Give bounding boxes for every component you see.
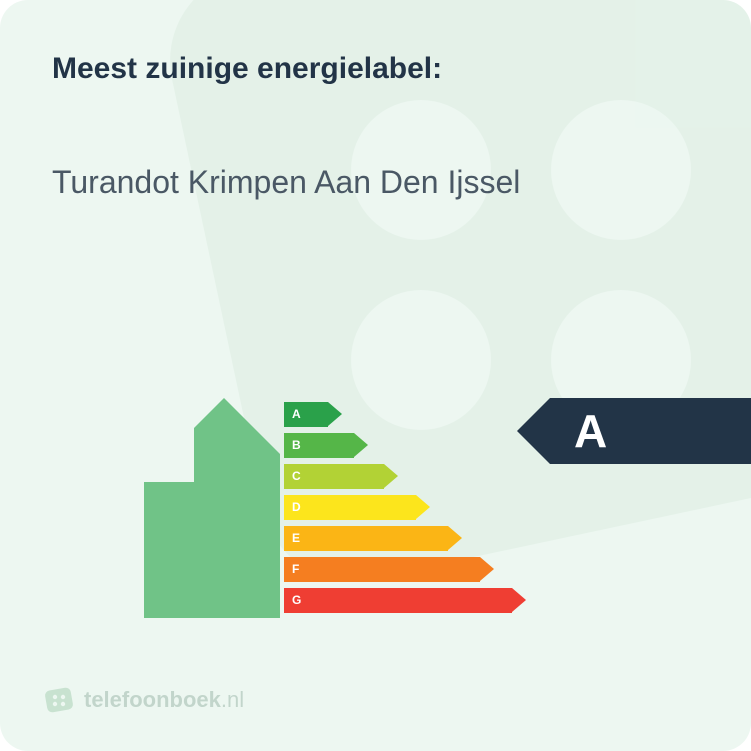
energy-bar-body — [284, 402, 328, 427]
house-icon — [144, 398, 280, 618]
energy-bar-arrow — [448, 526, 462, 550]
energy-bar-arrow — [384, 464, 398, 488]
brand-name: telefoonboek — [84, 687, 221, 712]
card-title: Meest zuinige energielabel: — [52, 52, 442, 86]
footer-brand: telefoonboek.nl — [44, 685, 244, 715]
indicator-arrow — [517, 398, 550, 464]
energy-bar-letter: C — [292, 464, 301, 489]
energy-bar-arrow — [328, 402, 342, 426]
energy-bar-letter: E — [292, 526, 300, 551]
energy-bar-letter: F — [292, 557, 299, 582]
energy-bar: G — [284, 588, 564, 613]
brand-tld: .nl — [221, 687, 244, 712]
energy-bar-arrow — [480, 557, 494, 581]
energy-bar: D — [284, 495, 564, 520]
energy-bar-letter: G — [292, 588, 301, 613]
energy-rating-indicator: A — [517, 398, 751, 464]
energy-bar: F — [284, 557, 564, 582]
energy-bar-body — [284, 588, 512, 613]
energy-bar-letter: B — [292, 433, 301, 458]
energy-bar-body — [284, 495, 416, 520]
energy-bar-body — [284, 526, 448, 551]
energy-bar-letter: A — [292, 402, 301, 427]
energy-bar: C — [284, 464, 564, 489]
energy-bar-arrow — [354, 433, 368, 457]
brand-text: telefoonboek.nl — [84, 687, 244, 713]
card-subtitle: Turandot Krimpen Aan Den Ijssel — [52, 162, 699, 204]
energy-label-graphic: ABCDEFG — [144, 398, 484, 618]
brand-icon — [44, 685, 74, 715]
energy-bar: E — [284, 526, 564, 551]
energy-bar-letter: D — [292, 495, 301, 520]
indicator-body: A — [550, 398, 751, 464]
energy-bar-arrow — [416, 495, 430, 519]
energy-bar-body — [284, 557, 480, 582]
indicator-letter: A — [574, 404, 607, 458]
info-card: Meest zuinige energielabel: Turandot Kri… — [0, 0, 751, 751]
energy-bar-arrow — [512, 588, 526, 612]
